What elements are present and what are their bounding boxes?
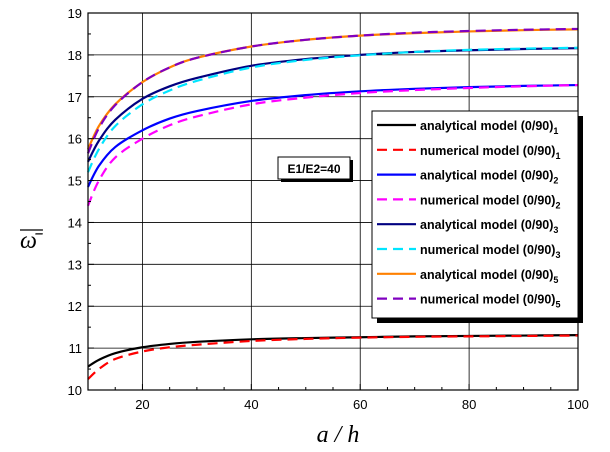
x-tick-label: 80 [462, 397, 476, 412]
legend-label-8: numerical model (0/90)5 [420, 293, 560, 310]
legend-label-1: analytical model (0/90)1 [420, 119, 558, 136]
annotation: E1/E2=40 [277, 156, 353, 182]
y-tick-label: 17 [68, 90, 82, 105]
y-tick-label: 16 [68, 132, 82, 147]
legend-box [371, 110, 579, 319]
y-tick-label: 13 [68, 257, 82, 272]
annotation-box [277, 156, 351, 180]
legend-label-4: numerical model (0/90)2 [420, 193, 560, 210]
annotation-text: E1/E2=40 [287, 162, 340, 176]
y-tick-label: 10 [68, 383, 82, 398]
y-tick-label: 12 [68, 299, 82, 314]
series-line-8 [86, 27, 579, 154]
x-tick-label: 100 [567, 397, 589, 412]
y-tick-label: 18 [68, 48, 82, 63]
y-tick-label: 14 [68, 215, 82, 230]
y-tick-label: 19 [68, 6, 82, 21]
y-axis-ticks: 10 11 12 13 14 15 16 17 18 19 [68, 6, 94, 398]
legend-label-7: analytical model (0/90)5 [420, 268, 558, 285]
y-tick-label: 11 [69, 341, 83, 356]
series-line-2 [87, 334, 579, 380]
legend: analytical model (0/90)1 numerical model … [371, 110, 583, 323]
series-line-6 [87, 46, 579, 173]
x-tick-label: 60 [353, 397, 367, 412]
legend-label-5: analytical model (0/90)3 [420, 218, 558, 235]
series-lines [86, 27, 579, 380]
y-tick-label: 15 [68, 174, 82, 189]
x-axis-label: a / h [317, 422, 360, 448]
x-axis-ticks: 20 40 60 80 100 [114, 384, 589, 412]
x-tick-label: 40 [244, 397, 258, 412]
legend-label-2: numerical model (0/90)1 [420, 144, 560, 161]
legend-label-3: analytical model (0/90)2 [420, 169, 558, 186]
series-line-4 [86, 83, 579, 207]
x-tick-label: 20 [135, 397, 149, 412]
legend-label-6: numerical model (0/90)3 [420, 243, 560, 260]
